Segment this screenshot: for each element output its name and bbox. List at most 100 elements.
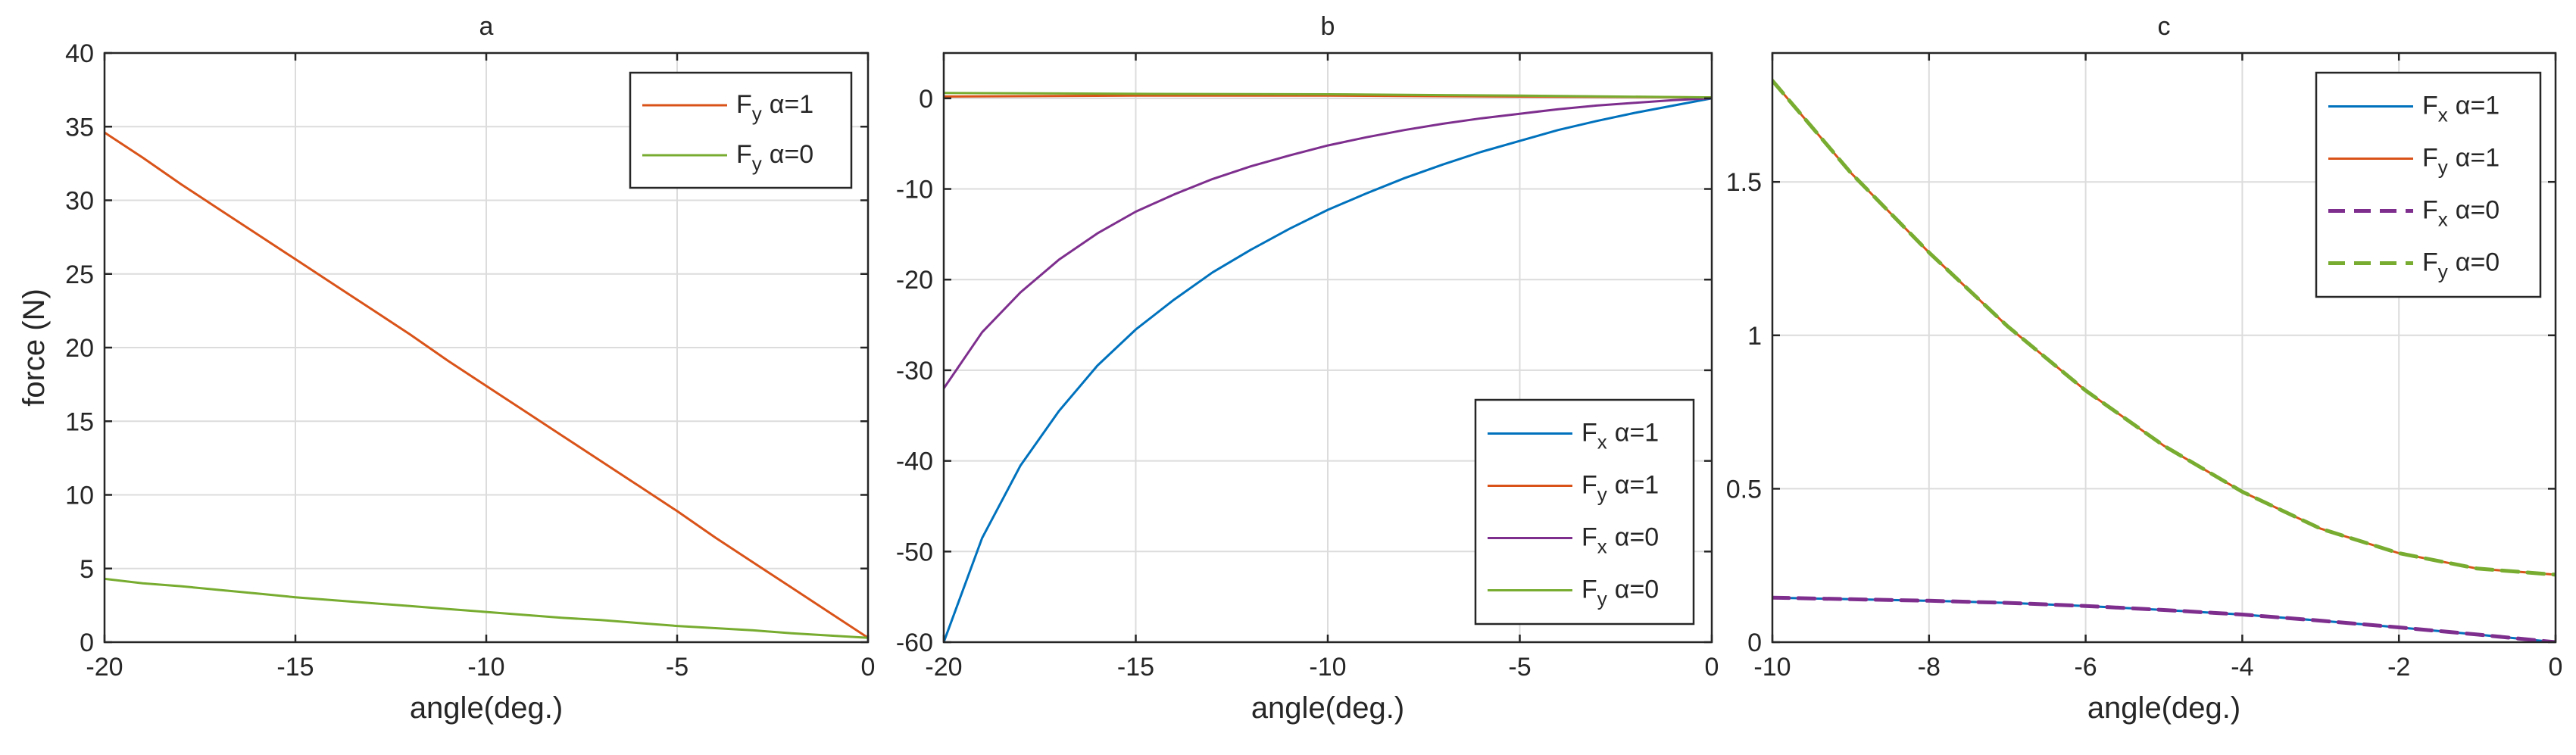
series-line-x-alpha1 xyxy=(944,97,1712,642)
legend-entry-suffix: α=1 xyxy=(770,90,813,119)
legend-entry-base: F xyxy=(1582,576,1597,604)
series-line-y-alpha0 xyxy=(1772,79,2556,577)
y-tick-label: -10 xyxy=(896,176,933,204)
series-group xyxy=(105,131,868,639)
y-tick-label: 5 xyxy=(80,555,94,584)
legend-entry-suffix: α=1 xyxy=(1615,471,1659,500)
legend-entry-subscript: y xyxy=(2438,261,2448,283)
legend-entry: Fx α=0Fx α=0 xyxy=(2422,196,2500,231)
x-tick-label: -20 xyxy=(86,653,123,682)
legend: Fx α=1Fx α=1Fy α=1Fy α=1Fx α=0Fx α=0Fy α=0Fy… xyxy=(1474,398,1695,626)
legend-entry-base: F xyxy=(1582,419,1597,448)
legend-entry-suffix: α=0 xyxy=(770,140,813,169)
y-tick-label: 0.5 xyxy=(1726,475,1762,504)
series-line-x-alpha0 xyxy=(1772,595,2556,642)
legend-entry-suffix: α=1 xyxy=(2456,92,2500,120)
series-line-y-alpha0 xyxy=(944,92,1712,99)
legend-box xyxy=(2315,71,2542,298)
legend-entry-base: F xyxy=(736,140,752,169)
y-tick-label: -50 xyxy=(896,538,933,566)
axes-box xyxy=(1771,51,2557,644)
legend-entry: Fx α=1Fx α=1 xyxy=(1582,419,1659,454)
x-tick-label: 0 xyxy=(2549,653,2563,682)
x-tick-label: -20 xyxy=(925,653,962,682)
chart-panel-b: -20 -15 -10 -5 0-60-50-40-30-20-100bangle(de… xyxy=(896,12,1719,725)
legend-entry-suffix: α=1 xyxy=(2456,144,2500,173)
y-tick-label: 15 xyxy=(65,407,94,436)
legend-entry: Fy α=0Fy α=0 xyxy=(2422,248,2500,283)
legend: Fy α=1Fy α=1Fy α=0Fy α=0 xyxy=(629,71,853,189)
x-axis-label: angle(deg.) xyxy=(2087,691,2240,725)
legend-box xyxy=(1474,398,1695,626)
panel-title: b xyxy=(1321,12,1335,41)
x-tick-label: -5 xyxy=(1508,653,1531,682)
legend-entry-base: F xyxy=(1582,523,1597,552)
legend-entry-base: F xyxy=(1582,471,1597,500)
y-tick-label: 20 xyxy=(65,334,94,363)
legend-entry-base: F xyxy=(2422,196,2438,225)
legend-entry-subscript: x xyxy=(2438,104,2448,126)
chart-panel-a: -20 -15 -10 -5 0 0 5 10 15 20 25 30 35 40 a angle(deg.)… xyxy=(17,12,875,725)
x-tick-label: -5 xyxy=(666,653,688,682)
legend-entry-subscript: y xyxy=(2438,156,2448,179)
legend-entry-suffix: α=0 xyxy=(2456,248,2500,277)
y-tick-label: 0 xyxy=(1747,629,1762,657)
legend-entry: Fy α=1Fy α=1 xyxy=(2422,144,2500,179)
panel-title: a xyxy=(479,12,494,41)
x-tick-label: -4 xyxy=(2231,653,2253,682)
x-tick-label: -2 xyxy=(2387,653,2410,682)
x-tick-label: -8 xyxy=(1918,653,1941,682)
legend: Fx α=1Fx α=1Fy α=1Fy α=1Fx α=0Fx α=0Fy α=0Fy… xyxy=(2315,71,2542,298)
x-axis-label: angle(deg.) xyxy=(410,691,563,725)
legend-entry-base: F xyxy=(2422,144,2438,173)
legend-entry-subscript: y xyxy=(752,102,762,125)
legend-entry: Fy α=1Fy α=1 xyxy=(1582,471,1659,506)
y-tick-label: 30 xyxy=(65,187,94,216)
x-tick-label: -15 xyxy=(1117,653,1154,682)
legend-entry-base: F xyxy=(736,90,752,119)
x-tick-label: 0 xyxy=(861,653,876,682)
x-tick-label: -6 xyxy=(2074,653,2097,682)
y-tick-label: 35 xyxy=(65,113,94,142)
y-tick-label: -20 xyxy=(896,266,933,295)
y-tick-label: -30 xyxy=(896,357,933,385)
legend-entry-suffix: α=0 xyxy=(1615,576,1659,604)
y-tick-label: 40 xyxy=(65,39,94,68)
legend-entry-base: F xyxy=(2422,92,2438,120)
legend-entry-suffix: α=1 xyxy=(1615,419,1659,448)
panel-title: c xyxy=(2158,12,2171,41)
series-group xyxy=(1772,79,2556,642)
y-tick-label: 10 xyxy=(65,482,94,510)
legend-entry: Fy α=0Fy α=0 xyxy=(736,140,813,175)
y-tick-label: 0 xyxy=(80,629,94,657)
legend-entry: Fx α=0Fx α=0 xyxy=(1582,523,1659,558)
x-tick-label: -10 xyxy=(1753,653,1791,682)
legend-box xyxy=(629,71,853,189)
x-axis-label: angle(deg.) xyxy=(1251,691,1404,725)
x-tick-label: -15 xyxy=(276,653,314,682)
legend-entry-subscript: x xyxy=(1597,535,1607,558)
y-axis-label: force (N) xyxy=(17,289,51,407)
series-line-y-alpha0 xyxy=(105,577,868,639)
legend-entry-subscript: x xyxy=(1597,431,1607,454)
y-tick-label: -40 xyxy=(896,448,933,476)
y-tick-label: 25 xyxy=(65,261,94,289)
series-line-y-alpha1 xyxy=(105,131,868,639)
legend-entry-subscript: y xyxy=(752,152,762,175)
y-tick-label: -60 xyxy=(896,629,933,657)
y-tick-label: 0 xyxy=(919,85,933,114)
legend-entry-suffix: α=0 xyxy=(2456,196,2500,225)
x-tick-label: 0 xyxy=(1705,653,1719,682)
legend-entry: Fy α=1Fy α=1 xyxy=(736,90,813,125)
x-tick-label: -10 xyxy=(1309,653,1346,682)
legend-entry-subscript: y xyxy=(1597,588,1607,610)
series-line-x-alpha0 xyxy=(944,97,1712,390)
series-group xyxy=(944,92,1712,642)
legend-entry-base: F xyxy=(2422,248,2438,277)
legend-entry-suffix: α=0 xyxy=(1615,523,1659,552)
legend-entry: Fx α=1Fx α=1 xyxy=(2422,92,2500,126)
legend-entry: Fy α=0Fy α=0 xyxy=(1582,576,1659,610)
legend-entry-subscript: x xyxy=(2438,208,2448,231)
y-tick-label: 1.5 xyxy=(1726,168,1762,197)
